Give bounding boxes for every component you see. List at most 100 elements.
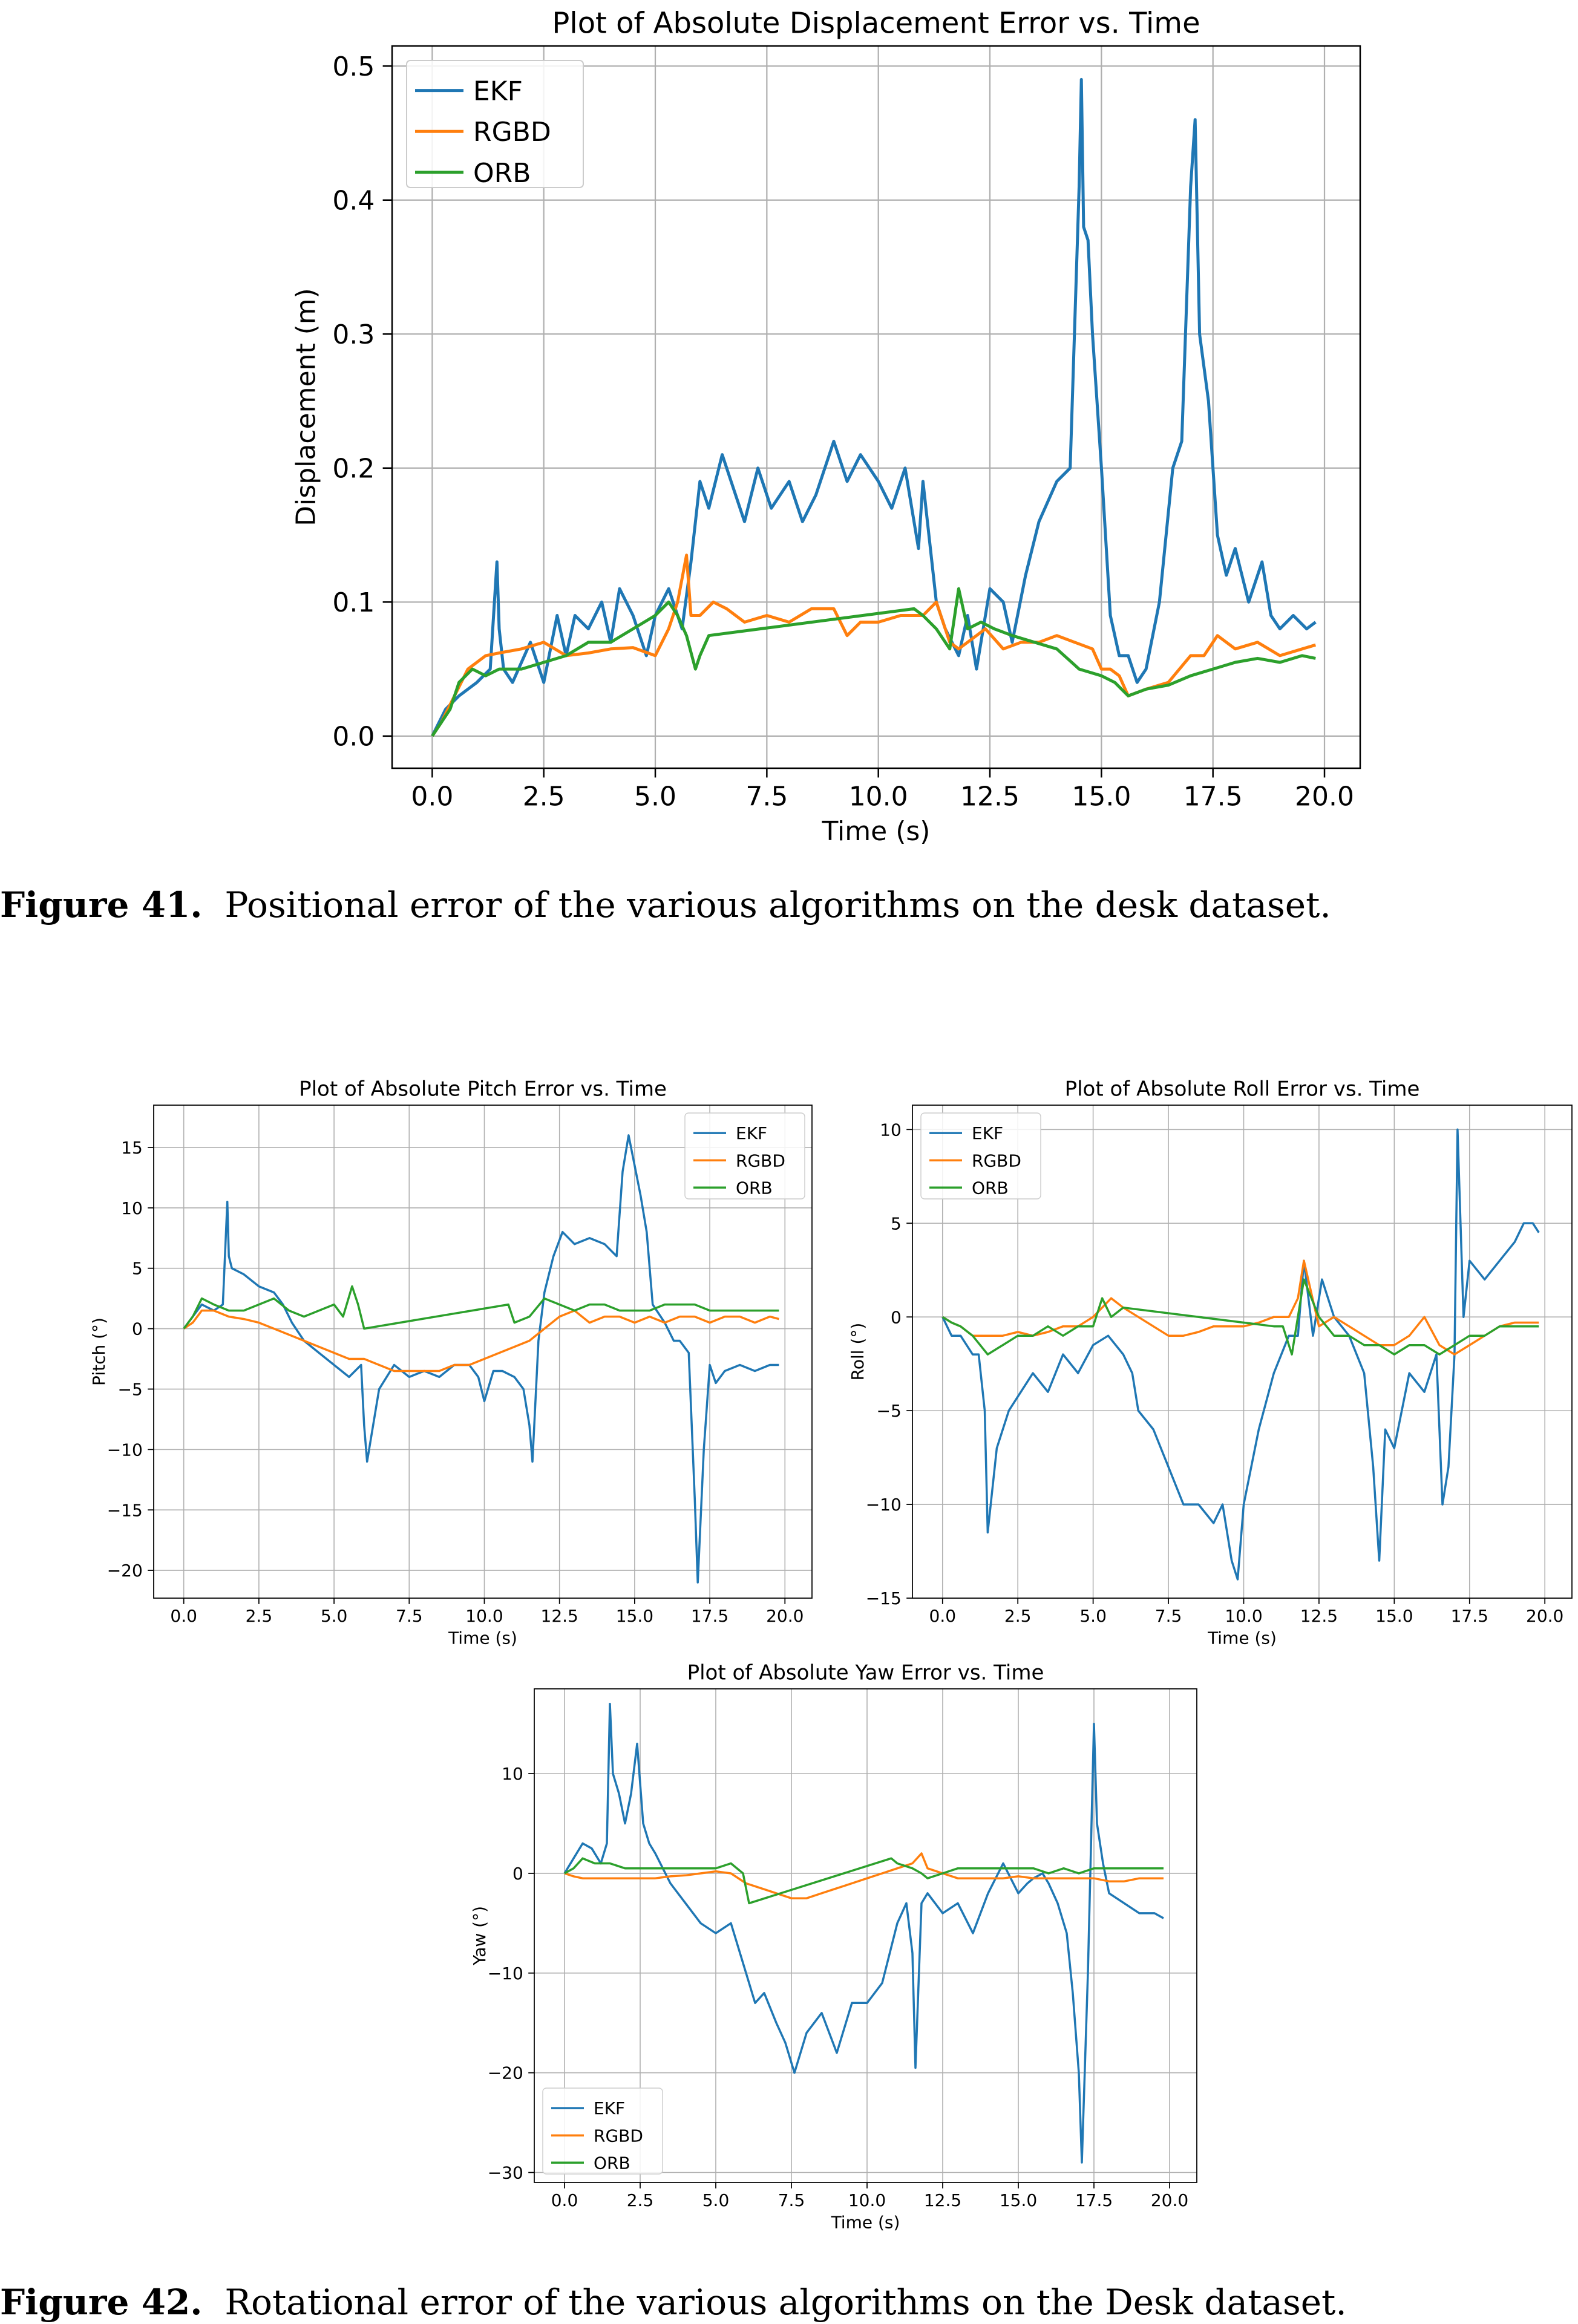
x-tick-label: 0.0 xyxy=(170,1606,197,1626)
y-tick-label: 5 xyxy=(132,1259,143,1279)
x-tick-label: 15.0 xyxy=(1072,782,1131,812)
caption-label: Figure 42. xyxy=(0,2282,203,2323)
y-tick-label: 10 xyxy=(121,1198,143,1218)
legend-label: EKF xyxy=(473,76,523,107)
legend-label: RGBD xyxy=(972,1151,1021,1170)
x-tick-label: 7.5 xyxy=(745,782,788,812)
figure-42-caption: Figure 42. Rotational error of the vario… xyxy=(0,2282,1347,2323)
x-tick-label: 15.0 xyxy=(1000,2190,1037,2210)
grid xyxy=(534,1689,1197,2182)
plot-frame xyxy=(912,1105,1573,1599)
y-tick-label: −20 xyxy=(488,2063,523,2083)
grid xyxy=(154,1105,812,1598)
x-tick-label: 7.5 xyxy=(396,1606,423,1626)
legend-label: RGBD xyxy=(594,2126,643,2146)
y-tick-label: −5 xyxy=(118,1380,143,1400)
x-tick-label: 10.0 xyxy=(849,782,908,812)
plot-frame xyxy=(153,1105,813,1599)
series-line-orb xyxy=(564,1857,1164,1905)
legend-box xyxy=(406,60,584,188)
x-tick-label: 5.0 xyxy=(321,1606,348,1626)
legend-label: EKF xyxy=(594,2098,625,2118)
caption-text: Positional error of the various algorith… xyxy=(224,884,1331,925)
x-tick-label: 17.5 xyxy=(1451,1606,1488,1626)
legend-label: ORB xyxy=(972,1178,1009,1198)
plot-frame xyxy=(391,45,1361,769)
legend: EKF RGBD ORB xyxy=(406,60,584,189)
caption-text: Rotational error of the various algorith… xyxy=(224,2282,1347,2323)
y-tick-label: −5 xyxy=(877,1401,902,1421)
series-line-rgbd xyxy=(183,1309,779,1373)
y-tick-label: 0.4 xyxy=(332,186,375,217)
y-tick-label: 0.2 xyxy=(332,454,375,485)
chart-4: 0.0 2.5 5.0 7.5 10.0 12.5 15.0 17.5 20.0 10 0 −10 −2… xyxy=(470,1661,1197,2233)
series-line-orb xyxy=(183,1285,779,1330)
y-tick-label: −30 xyxy=(488,2163,523,2183)
chart-1: 0.0 2.5 5.0 7.5 10.0 12.5 15.0 17.5 20.0 0.0 0.1 0.… xyxy=(290,6,1361,847)
y-tick-label: −10 xyxy=(107,1440,143,1460)
legend: EKF RGBD ORB xyxy=(920,1112,1041,1200)
x-tick-label: 12.5 xyxy=(960,782,1020,812)
x-tick-label: 2.5 xyxy=(523,782,565,812)
series-group xyxy=(431,77,1317,737)
legend-box xyxy=(684,1112,805,1200)
legend-label: ORB xyxy=(473,158,531,189)
x-axis-label: Time (s) xyxy=(1207,1628,1277,1648)
x-tick-label: 15.0 xyxy=(616,1606,653,1626)
series-line-orb xyxy=(431,587,1316,737)
series-group xyxy=(183,1134,779,1584)
x-tick-label: 20.0 xyxy=(1526,1606,1563,1626)
x-tick-label: 12.5 xyxy=(541,1606,578,1626)
legend-label: EKF xyxy=(972,1123,1003,1143)
chart-3: 0.0 2.5 5.0 7.5 10.0 12.5 15.0 17.5 20.0 10 5 0 −5 −1… xyxy=(848,1077,1573,1648)
y-tick-label: −10 xyxy=(866,1495,902,1515)
y-tick-label: −15 xyxy=(107,1500,143,1520)
chart-title: Plot of Absolute Yaw Error vs. Time xyxy=(687,1661,1044,1685)
x-tick-label: 7.5 xyxy=(1155,1606,1182,1626)
series-group xyxy=(941,1128,1540,1581)
x-tick-label: 12.5 xyxy=(1300,1606,1338,1626)
y-tick-label: 0.5 xyxy=(332,51,375,82)
y-tick-label: 10 xyxy=(502,1764,523,1784)
y-tick-label: 10 xyxy=(880,1120,902,1140)
y-axis-label: Displacement (m) xyxy=(290,288,321,526)
y-tick-label: −20 xyxy=(107,1561,143,1581)
series-line-ekf xyxy=(431,77,1317,737)
y-tick-label: 0 xyxy=(891,1307,902,1327)
x-tick-label: 20.0 xyxy=(766,1606,804,1626)
x-tick-label: 15.0 xyxy=(1375,1606,1413,1626)
chart-title: Plot of Absolute Roll Error vs. Time xyxy=(1065,1077,1420,1102)
x-tick-label: 5.0 xyxy=(634,782,676,812)
x-tick-label: 17.5 xyxy=(691,1606,728,1626)
series-group xyxy=(563,1702,1164,2164)
x-axis-label: Time (s) xyxy=(831,2213,900,2233)
series-line-ekf xyxy=(941,1128,1540,1581)
x-tick-label: 7.5 xyxy=(778,2190,805,2210)
y-tick-label: 0 xyxy=(512,1864,523,1884)
figure-41-caption: Figure 41. Positional error of the vario… xyxy=(0,884,1331,925)
y-tick-label: −10 xyxy=(488,1963,523,1983)
series-line-rgbd xyxy=(564,1852,1164,1899)
y-tick-label: 0 xyxy=(132,1319,143,1339)
legend-label: EKF xyxy=(736,1123,767,1143)
x-tick-label: 5.0 xyxy=(1079,1606,1107,1626)
y-tick-label: 15 xyxy=(121,1138,143,1158)
y-tick-label: 0.0 xyxy=(332,722,375,752)
x-tick-label: 17.5 xyxy=(1184,782,1243,812)
x-tick-label: 2.5 xyxy=(246,1606,273,1626)
y-tick-label: 0.3 xyxy=(332,319,375,350)
y-axis-label: Pitch (°) xyxy=(89,1317,109,1386)
y-tick-label: 0.1 xyxy=(332,587,375,618)
legend-box xyxy=(542,2087,663,2175)
x-tick-label: 12.5 xyxy=(924,2190,961,2210)
x-tick-label: 20.0 xyxy=(1151,2190,1188,2210)
x-tick-label: 0.0 xyxy=(411,782,453,812)
x-tick-label: 10.0 xyxy=(1225,1606,1262,1626)
series-line-orb xyxy=(941,1278,1539,1356)
chart-title: Plot of Absolute Displacement Error vs. … xyxy=(552,6,1200,40)
legend: EKF RGBD ORB xyxy=(684,1112,805,1200)
x-tick-label: 10.0 xyxy=(848,2190,886,2210)
y-tick-label: 5 xyxy=(891,1213,902,1233)
legend-label: RGBD xyxy=(473,117,551,148)
